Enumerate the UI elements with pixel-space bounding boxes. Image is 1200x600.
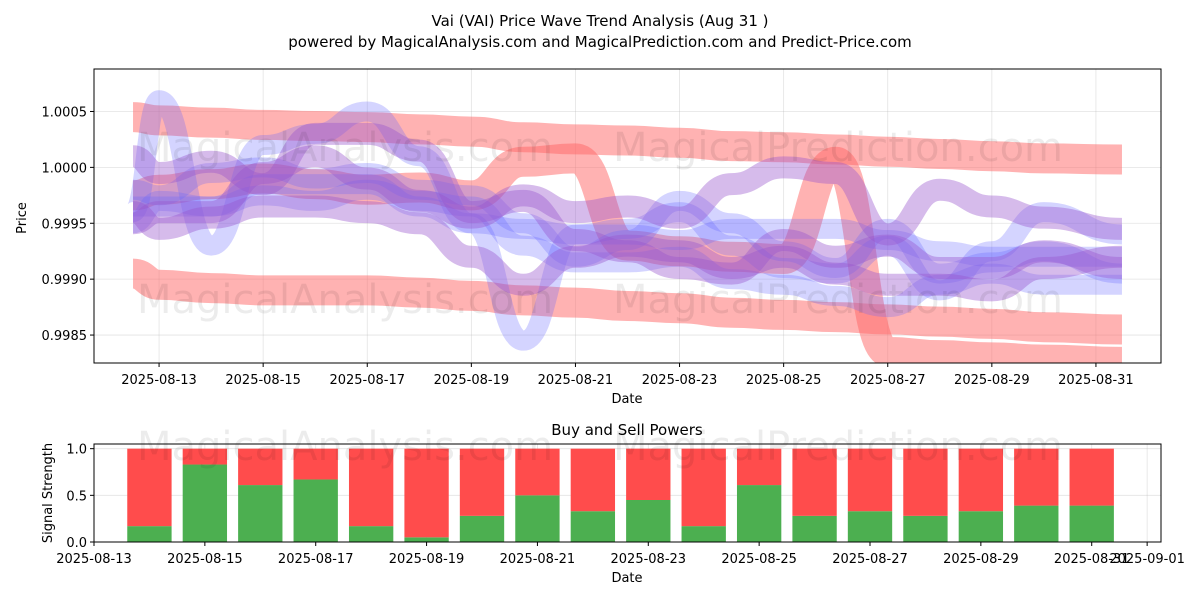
blue-wave-band-6 [130, 179, 1122, 318]
buy-bar [293, 479, 338, 542]
signal-x-tick-label: 2025-08-25 [721, 552, 797, 567]
price-x-tick-label: 2025-08-31 [1058, 373, 1134, 388]
buy-bar [1014, 505, 1059, 542]
purple-wave-band-7 [131, 145, 1123, 246]
sell-bar [570, 448, 616, 512]
buy-bar [182, 464, 228, 542]
signal-x-tick-label: 2025-08-19 [389, 552, 465, 567]
price-x-tick-label: 2025-08-19 [434, 373, 510, 388]
sell-bar [958, 448, 1004, 512]
price-x-tick-label: 2025-08-17 [329, 373, 405, 388]
red-wave-band-2 [132, 143, 1122, 363]
blue-wave-band-5 [126, 90, 1123, 351]
buy-bar [238, 485, 283, 542]
signal-y-tick-label: 0.5 [66, 489, 87, 504]
signal-x-tick-label: 2025-08-15 [167, 552, 243, 567]
signal-x-tick-label: 2025-08-17 [278, 552, 354, 567]
purple-wave-band-9 [131, 122, 1123, 285]
price-x-tick-label: 2025-08-15 [225, 373, 301, 388]
sell-bar [459, 448, 505, 516]
price-x-ticks: 2025-08-13 2025-08-15 2025-08-17 2025-08-19… [121, 363, 1134, 388]
signal-x-tick-label: 2025-08-23 [611, 552, 687, 567]
sell-bar [847, 448, 893, 512]
price-x-tick-label: 2025-08-25 [746, 373, 822, 388]
price-x-tick-label: 2025-08-29 [954, 373, 1030, 388]
price-y-tick-label: 0.9985 [42, 329, 88, 344]
signal-y-ticks: 0.0 0.5 1.0 [66, 443, 94, 551]
sell-bar [626, 448, 671, 500]
price-bands [126, 90, 1123, 363]
price-y-tick-label: 1.0000 [42, 161, 88, 176]
signal-x-tick-label: 2025-08-13 [56, 552, 132, 567]
sell-bar [903, 448, 948, 516]
price-plot-frame [93, 68, 1162, 364]
buy-bar [1069, 505, 1114, 542]
price-plot: 2025-08-13 2025-08-15 2025-08-17 2025-08-19… [15, 68, 1162, 407]
price-x-tick-label: 2025-08-27 [850, 373, 926, 388]
sell-bar [238, 448, 283, 486]
sell-bar [681, 448, 726, 527]
buy-bar [847, 511, 893, 542]
chart-subtitle: powered by MagicalAnalysis.com and Magic… [288, 33, 912, 51]
signal-plot: Buy and Sell Powers 2025-08-13 2025-08-15… [41, 421, 1185, 586]
buy-bar [958, 511, 1004, 542]
signal-x-tick-label: 2025-08-21 [500, 552, 576, 567]
buy-bar [515, 495, 560, 542]
signal-bars [127, 448, 1114, 542]
signal-x-tick-label: 2025-09-01 [1109, 552, 1185, 567]
signal-x-tick-label: 2025-08-29 [943, 552, 1019, 567]
red-wave-band-1 [131, 258, 1122, 345]
sell-bar [404, 448, 449, 538]
price-x-tick-label: 2025-08-23 [642, 373, 718, 388]
red-wave-band-0 [132, 102, 1122, 175]
signal-y-tick-label: 0.0 [66, 536, 87, 551]
price-y-label: Price [15, 202, 30, 234]
price-x-label: Date [611, 392, 642, 407]
buy-bar [348, 526, 394, 542]
sell-bar [515, 448, 560, 496]
price-x-tick-label: 2025-08-13 [121, 373, 197, 388]
sell-bar [127, 448, 172, 527]
price-y-tick-label: 0.9995 [42, 217, 88, 232]
price-y-ticks: 0.9985 0.9990 0.9995 1.0000 1.0005 [42, 105, 94, 344]
signal-x-tick-label: 2025-08-27 [832, 552, 908, 567]
buy-bar [736, 485, 782, 542]
sell-bar [1014, 448, 1059, 506]
sell-bar [293, 448, 338, 480]
watermark-prediction-mid: MagicalPrediction.com [613, 277, 1063, 323]
watermark-prediction-bottom: MagicalPrediction.com [613, 424, 1063, 470]
signal-y-tick-label: 1.0 [66, 443, 87, 458]
signal-y-label: Signal Strength [41, 443, 56, 543]
buy-bar [903, 515, 948, 542]
buy-bar [792, 515, 837, 542]
price-x-tick-label: 2025-08-21 [538, 373, 614, 388]
buy-bar [404, 537, 449, 542]
signal-plot-title: Buy and Sell Powers [551, 421, 703, 439]
watermark-analysis-mid: MagicalAnalysis.com [137, 277, 553, 323]
sell-bar [1069, 448, 1114, 506]
signal-x-label: Date [611, 571, 642, 586]
buy-bar [681, 526, 726, 542]
signal-x-tick-label: 2025-08-31 [1054, 552, 1130, 567]
price-y-tick-label: 0.9990 [42, 273, 88, 288]
sell-bar [182, 448, 228, 465]
blue-wave-band-3 [133, 174, 1122, 267]
signal-plot-frame [93, 443, 1162, 543]
buy-bar [459, 515, 505, 542]
purple-wave-band-8 [131, 195, 1123, 302]
watermark-analysis-top: MagicalAnalysis.com [137, 125, 553, 171]
buy-bar [570, 511, 616, 542]
chart-title: Vai (VAI) Price Wave Trend Analysis (Aug… [432, 12, 769, 30]
buy-bar [626, 500, 671, 542]
watermark-prediction-top: MagicalPrediction.com [613, 125, 1063, 171]
sell-bar [792, 448, 837, 516]
sell-bar [348, 448, 394, 527]
watermark-analysis-bottom: MagicalAnalysis.com [137, 424, 553, 470]
sell-bar [736, 448, 782, 486]
signal-x-ticks: 2025-08-13 2025-08-15 2025-08-17 2025-08-19… [56, 542, 1185, 567]
buy-bar [127, 526, 172, 542]
blue-wave-band-4 [132, 157, 1123, 284]
price-y-tick-label: 1.0005 [42, 105, 88, 120]
